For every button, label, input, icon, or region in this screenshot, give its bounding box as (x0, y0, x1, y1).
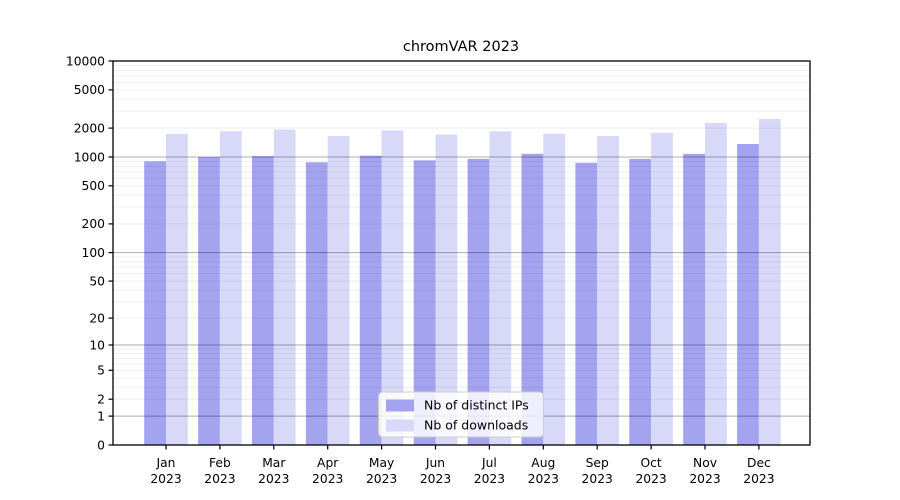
x-tick-label: Feb (209, 456, 231, 470)
x-tick-label: 2023 (366, 472, 397, 486)
x-tick-label: 2023 (528, 472, 559, 486)
x-tick-label: Sep (586, 456, 609, 470)
bar-downloads-mar-2023 (273, 129, 296, 445)
bar-downloads-dec-2023 (758, 119, 781, 445)
legend-swatch-downloads (386, 419, 414, 432)
bar-downloads-feb-2023 (219, 131, 242, 445)
bar-downloads-sep-2023 (597, 136, 619, 445)
chart-title: chromVAR 2023 (403, 39, 519, 55)
bar-downloads-aug-2023 (543, 133, 566, 446)
bar-downloads-jan-2023 (166, 133, 188, 445)
legend-box (378, 391, 544, 438)
x-tick-label: Jul (481, 456, 497, 470)
bar-downloads-nov-2023 (705, 123, 727, 445)
x-tick-label: 2023 (635, 472, 666, 486)
x-tick-label: Nov (693, 456, 717, 470)
y-tick-label: 200 (82, 217, 105, 231)
bar-distinct-ips-oct-2023 (629, 158, 652, 445)
x-axis: Jan 2023 Feb 2023 Mar 2023 Apr 2023 May 2023 Jun 20… (150, 445, 775, 486)
x-tick-label: 2023 (743, 472, 774, 486)
x-tick-label: Jan (156, 456, 176, 470)
x-tick-label: 2023 (150, 472, 181, 486)
bar-distinct-ips-feb-2023 (198, 157, 220, 445)
y-axis: 0 1 2 5 10 20 50 100 200 500 1000 2000 5000 10000 (66, 54, 113, 452)
y-tick-label: 20 (89, 311, 105, 325)
x-tick-label: Mar (262, 456, 286, 470)
bars-layer (144, 119, 781, 446)
bar-distinct-ips-jun-2023 (413, 160, 436, 445)
y-tick-label: 500 (82, 179, 105, 193)
y-tick-label: 1000 (74, 150, 105, 164)
y-tick-label: 10000 (66, 54, 105, 68)
x-tick-label: 2023 (582, 472, 613, 486)
bar-distinct-ips-jul-2023 (467, 158, 490, 445)
bar-downloads-jun-2023 (435, 134, 458, 445)
legend: Nb of distinct IPs Nb of downloads (378, 391, 544, 438)
bar-distinct-ips-jan-2023 (144, 161, 166, 446)
x-tick-label: Apr (317, 456, 339, 470)
bar-distinct-ips-dec-2023 (737, 144, 759, 445)
y-tick-label: 1 (97, 409, 105, 423)
y-tick-label: 2 (97, 393, 105, 407)
x-tick-label: 2023 (689, 472, 720, 486)
bar-distinct-ips-nov-2023 (683, 153, 705, 445)
x-tick-label: Dec (747, 456, 771, 470)
bar-downloads-apr-2023 (327, 136, 350, 445)
y-tick-label: 2000 (74, 121, 105, 135)
bar-downloads-jul-2023 (489, 131, 512, 446)
x-tick-label: Jun (425, 456, 445, 470)
x-tick-label: 2023 (312, 472, 343, 486)
y-tick-label: 0 (97, 438, 105, 452)
x-tick-label: May (369, 456, 394, 470)
bar-distinct-ips-may-2023 (359, 155, 382, 445)
bar-distinct-ips-apr-2023 (305, 162, 328, 446)
legend-swatch-distinct-ips (386, 399, 414, 412)
x-tick-label: 2023 (258, 472, 289, 486)
x-tick-label: 2023 (204, 472, 235, 486)
y-tick-label: 100 (82, 246, 105, 260)
x-tick-label: 2023 (420, 472, 451, 486)
y-tick-label: 5 (97, 364, 105, 378)
bar-distinct-ips-sep-2023 (575, 162, 598, 446)
bar-downloads-oct-2023 (651, 132, 673, 446)
x-tick-label: Aug (531, 456, 555, 470)
bar-distinct-ips-aug-2023 (521, 153, 544, 446)
y-tick-label: 5000 (74, 83, 105, 97)
x-tick-label: 2023 (474, 472, 505, 486)
legend-label-downloads: Nb of downloads (424, 418, 528, 433)
y-tick-label: 10 (89, 338, 105, 352)
y-tick-label: 50 (89, 274, 105, 288)
x-tick-label: Oct (640, 456, 661, 470)
bar-distinct-ips-mar-2023 (252, 156, 274, 445)
bar-downloads-may-2023 (381, 130, 404, 445)
legend-label-distinct-ips: Nb of distinct IPs (424, 398, 529, 413)
